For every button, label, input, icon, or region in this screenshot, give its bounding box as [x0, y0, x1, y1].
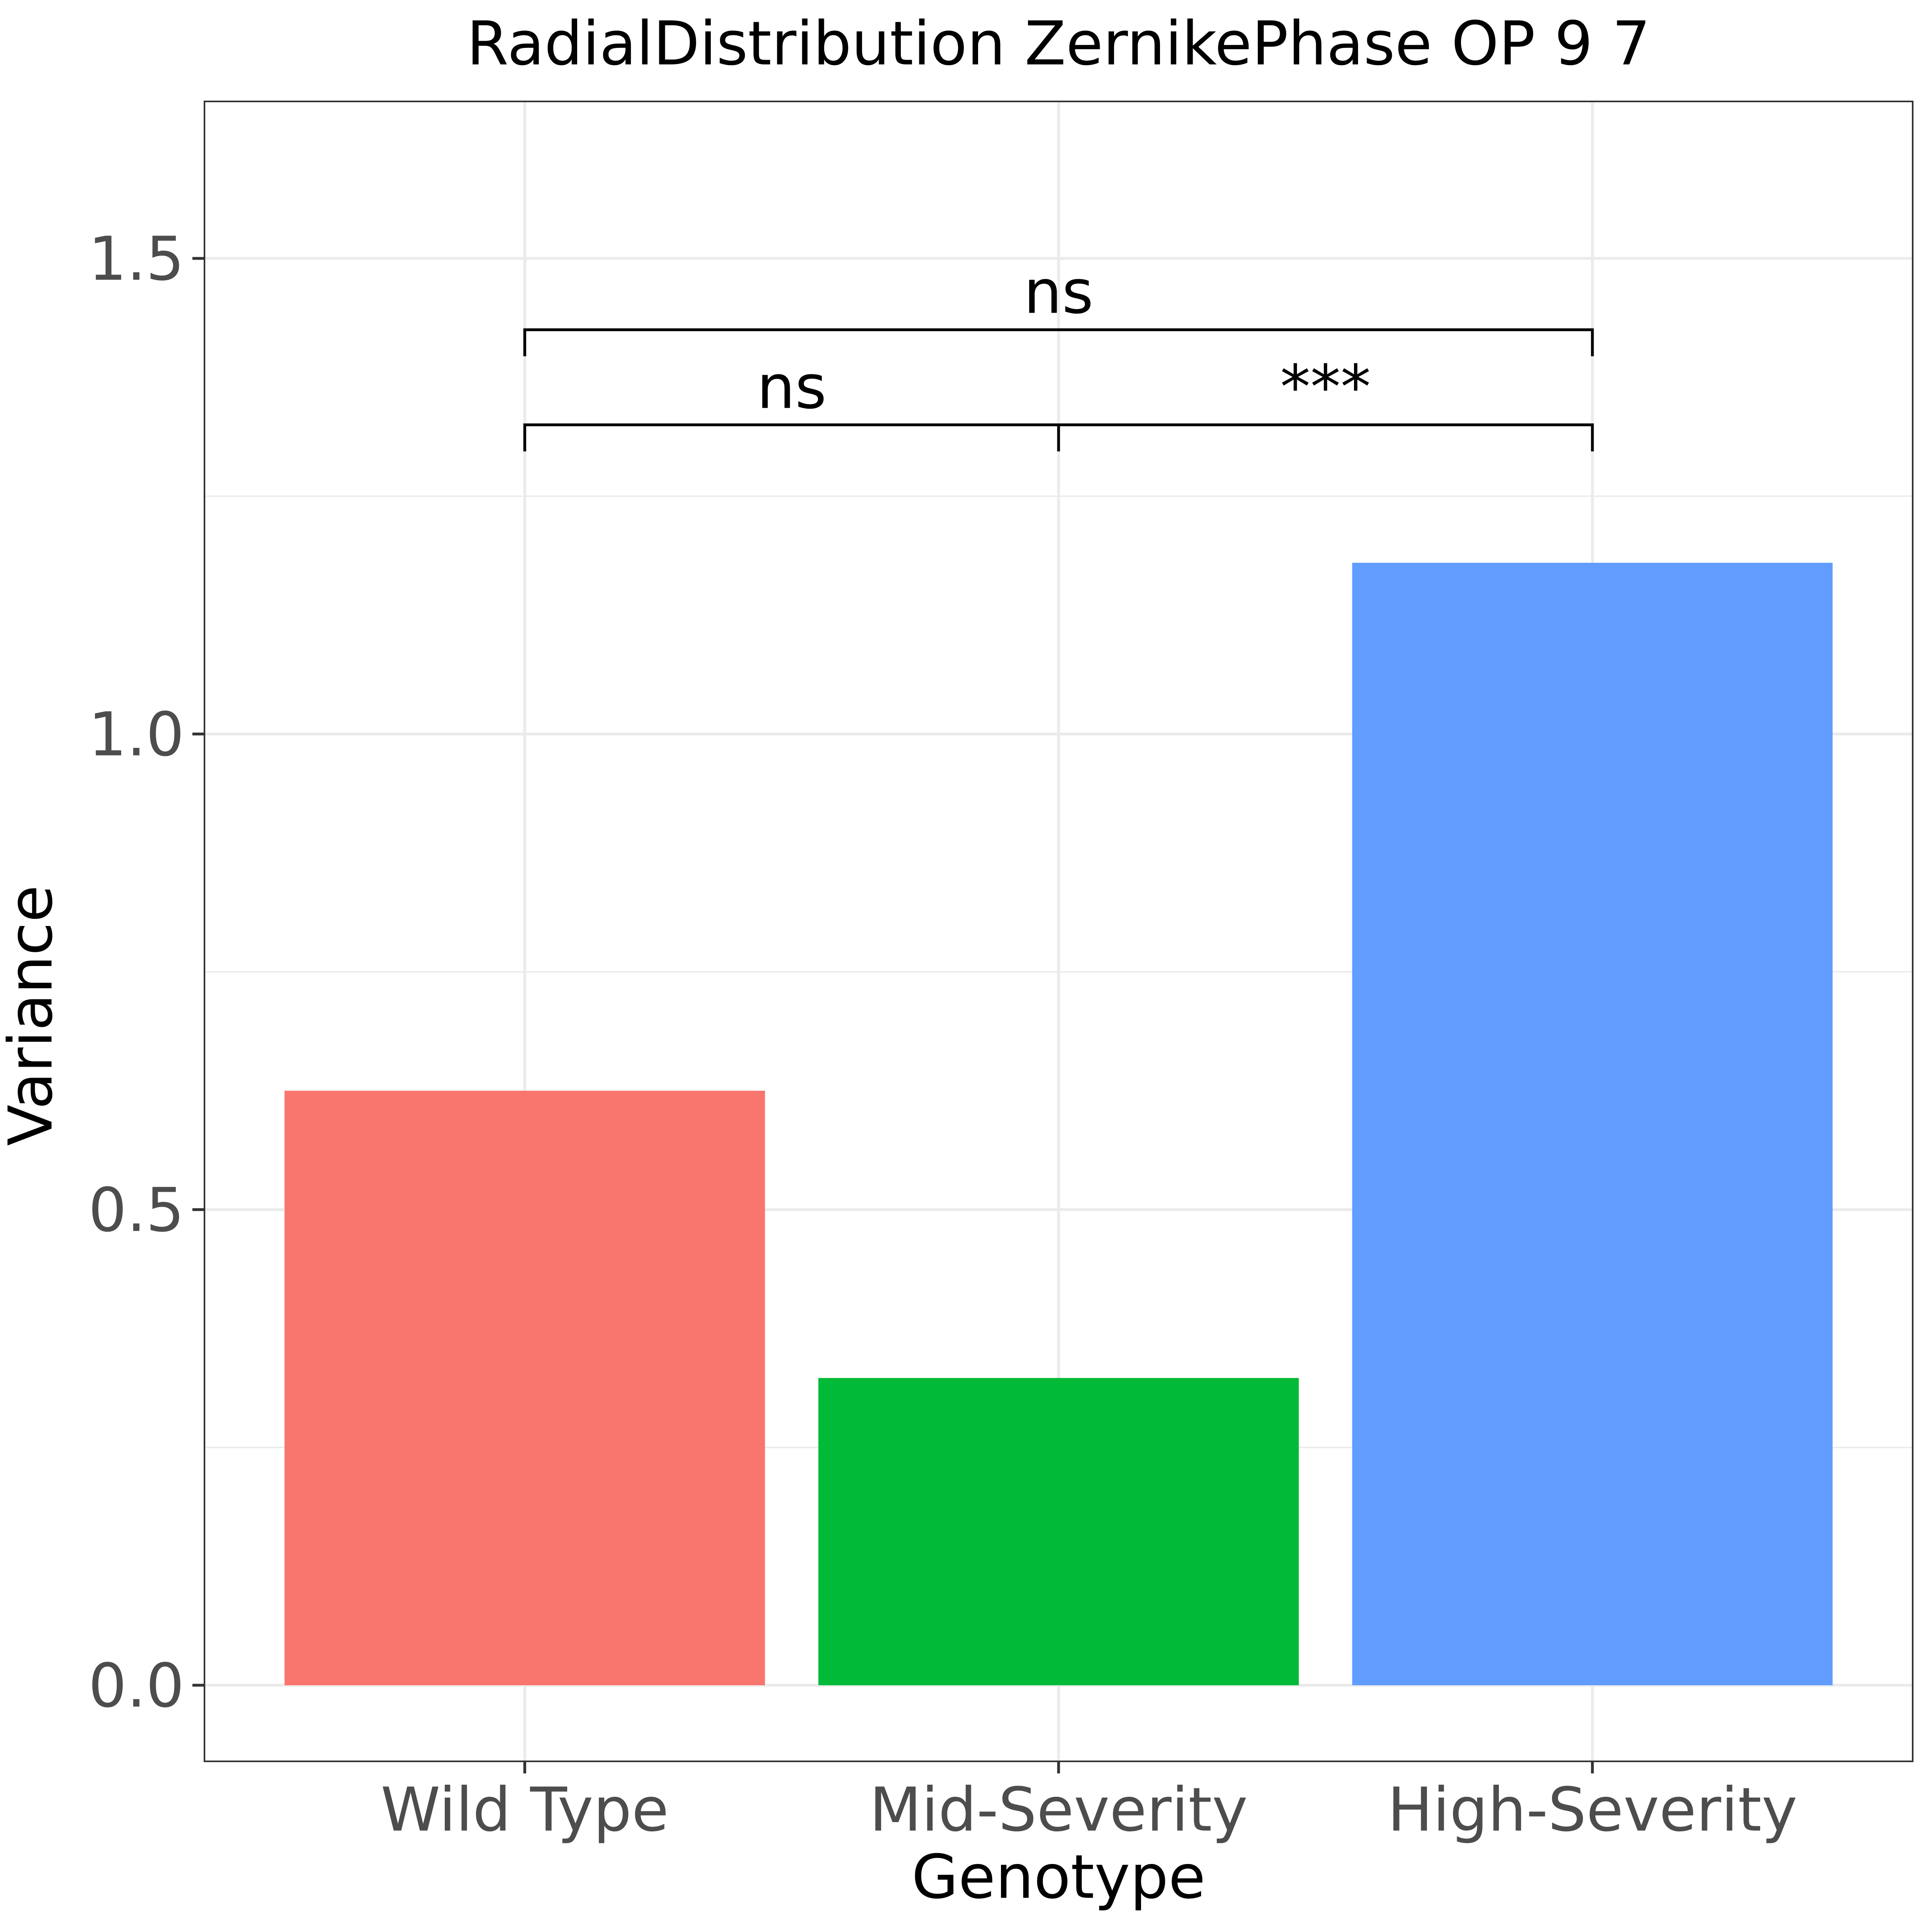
chart-title: RadialDistribution ZernikePhase OP 9 7: [466, 9, 1650, 79]
bar-mid-severity: [818, 1378, 1299, 1685]
significance-label: ***: [1280, 353, 1371, 423]
significance-bracket: [523, 328, 1594, 357]
significance-label: ns: [757, 353, 826, 423]
x-tick-label: Wild Type: [381, 1775, 669, 1845]
y-axis-title: Variance: [0, 885, 66, 1146]
y-tick-label: 1.5: [88, 224, 184, 294]
x-axis-title: Genotype: [912, 1842, 1205, 1912]
x-axis: Wild Type Mid-Severity High-Severity: [381, 1761, 1797, 1845]
y-tick-label: 1.0: [88, 700, 184, 770]
significance-brackets: ns *** ns: [523, 257, 1594, 452]
y-axis: 0.0 0.5 1.0 1.5: [88, 224, 204, 1721]
x-tick-label: High-Severity: [1387, 1775, 1797, 1845]
significance-bracket: [1057, 423, 1594, 452]
bars: [284, 563, 1833, 1685]
bar-wild-type: [284, 1090, 765, 1685]
x-tick-label: Mid-Severity: [869, 1775, 1248, 1845]
bar-high-severity: [1352, 563, 1833, 1685]
y-tick-label: 0.5: [88, 1175, 184, 1245]
significance-label: ns: [1024, 257, 1093, 327]
y-tick-label: 0.0: [88, 1651, 184, 1721]
